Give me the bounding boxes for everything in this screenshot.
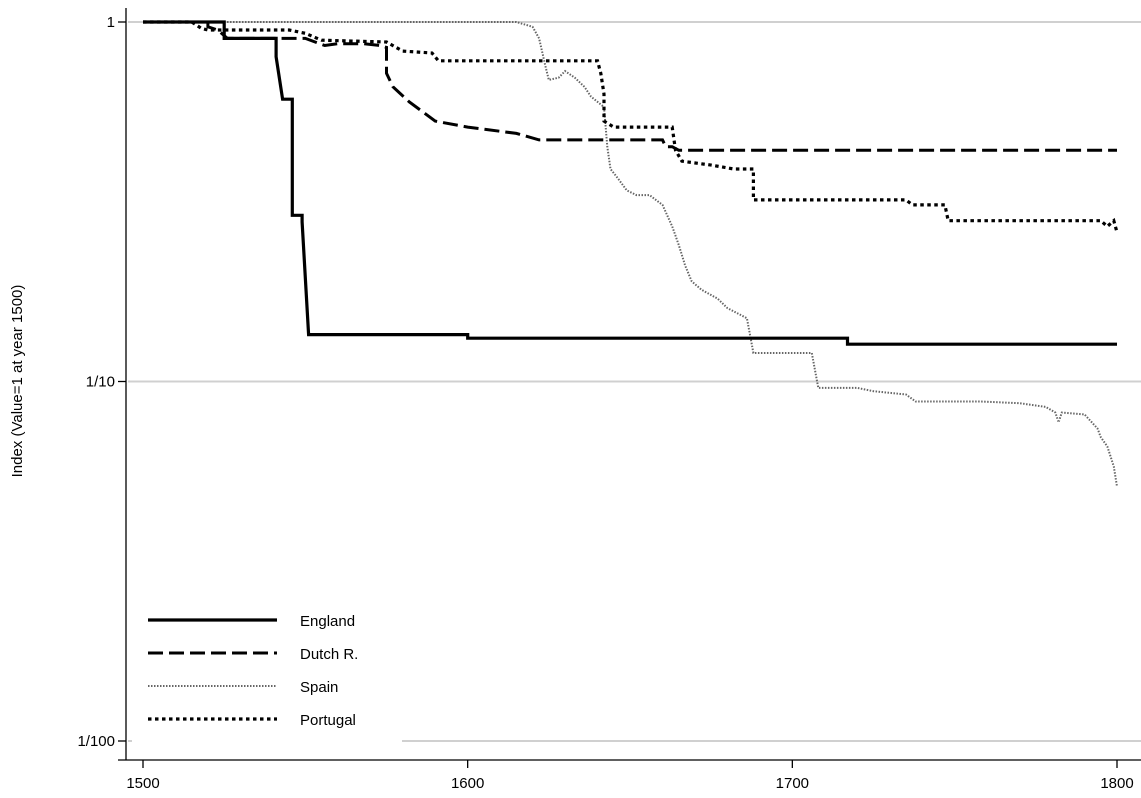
legend: England Dutch R. Spain Portugal xyxy=(148,613,358,729)
x-tick-label-3: 1800 xyxy=(1100,775,1133,792)
series-line-spain xyxy=(143,21,1118,487)
x-tick-label-0: 1500 xyxy=(126,775,159,792)
legend-label-0: England xyxy=(300,613,355,630)
series-line-dutch-r xyxy=(143,20,1117,152)
x-tick-label-1: 1600 xyxy=(451,775,484,792)
y-tick-label-0: 1 xyxy=(107,14,115,31)
series-line-england xyxy=(143,20,1117,346)
plot-area xyxy=(143,20,1119,487)
legend-label-3: Portugal xyxy=(300,712,356,729)
x-tick-label-2: 1700 xyxy=(776,775,809,792)
y-tick-label-2: 1/100 xyxy=(77,733,115,750)
y-axis-title: Index (Value=1 at year 1500) xyxy=(9,285,26,478)
legend-label-1: Dutch R. xyxy=(300,646,358,663)
y-tick-label-1: 1/10 xyxy=(86,374,115,391)
series-line-portugal xyxy=(143,20,1119,233)
axes: 1 1/10 1/100 1500 1600 1700 1800 xyxy=(77,8,1141,792)
legend-label-2: Spain xyxy=(300,679,338,696)
